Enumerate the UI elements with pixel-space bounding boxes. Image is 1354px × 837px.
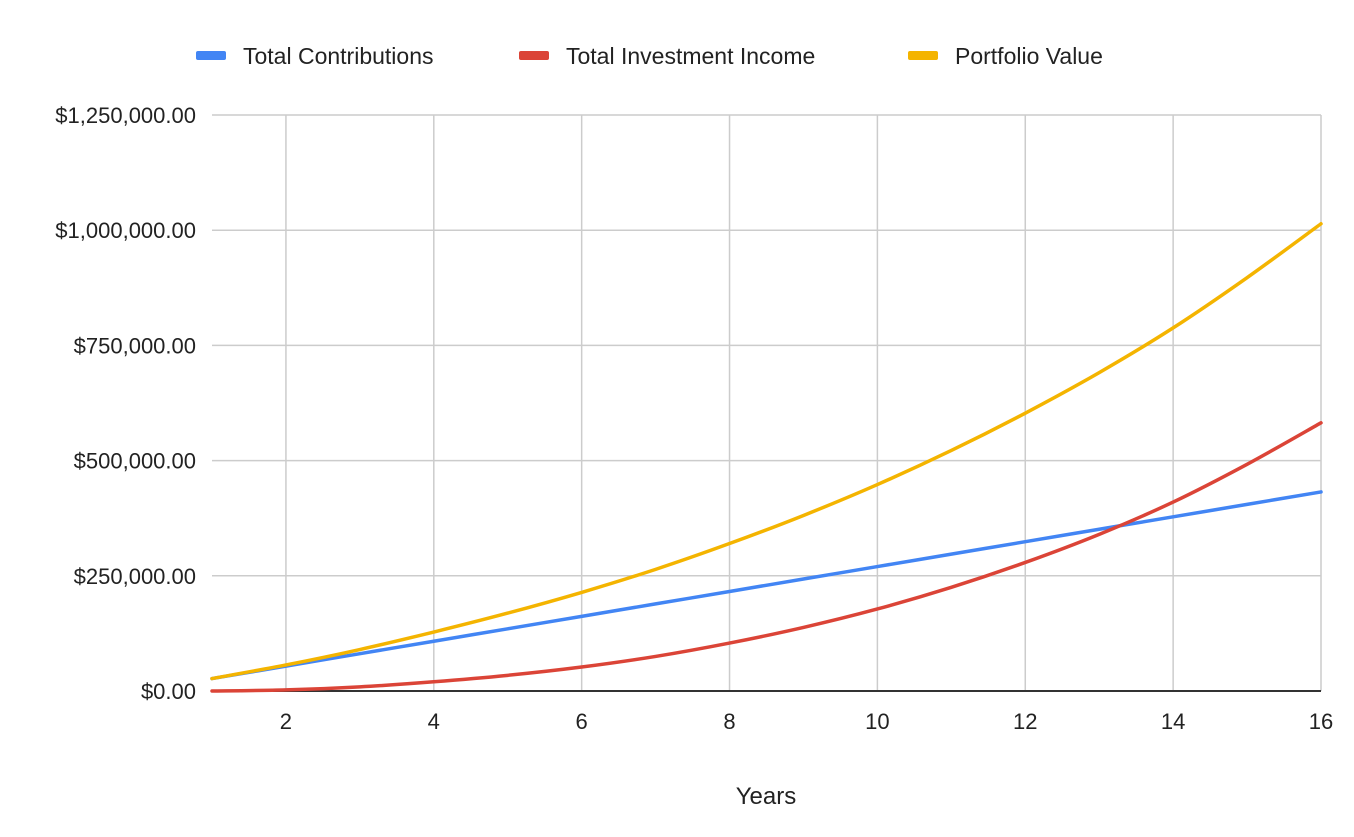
legend[interactable]: Total Contributions Total Investment Inco… [196,43,1103,69]
y-tick-label: $750,000.00 [74,333,196,358]
legend-swatch [908,51,938,60]
x-tick-label: 4 [428,709,440,734]
y-tick-label: $250,000.00 [74,564,196,589]
series-line-total-investment-income [210,421,1323,693]
x-tick-label: 16 [1309,709,1333,734]
y-tick-label: $1,000,000.00 [55,218,196,243]
series-layer [210,222,1323,693]
legend-swatch [196,51,226,60]
axis-layer: $0.00 $250,000.00 $500,000.00 $750,000.00 $1… [55,103,1333,734]
legend-item-portfolio-value[interactable]: Portfolio Value [908,43,1103,69]
legend-swatch [519,51,549,60]
legend-item-total-contributions[interactable]: Total Contributions [196,43,434,69]
x-tick-label: 6 [576,709,588,734]
legend-label: Total Contributions [243,43,434,69]
y-tick-label: $0.00 [141,679,196,704]
x-tick-label: 10 [865,709,889,734]
legend-label: Total Investment Income [566,43,815,69]
x-tick-label: 8 [723,709,735,734]
x-tick-label: 2 [280,709,292,734]
x-axis-title: Years [736,783,797,810]
x-tick-label: 12 [1013,709,1037,734]
legend-label: Portfolio Value [955,43,1103,69]
legend-item-total-investment-income[interactable]: Total Investment Income [519,43,815,69]
series-line-portfolio-value [210,222,1323,681]
y-tick-label: $500,000.00 [74,449,196,474]
x-tick-label: 14 [1161,709,1185,734]
y-tick-label: $1,250,000.00 [55,103,196,128]
series-line-total-contributions [210,490,1323,681]
grid-layer [212,114,1322,691]
